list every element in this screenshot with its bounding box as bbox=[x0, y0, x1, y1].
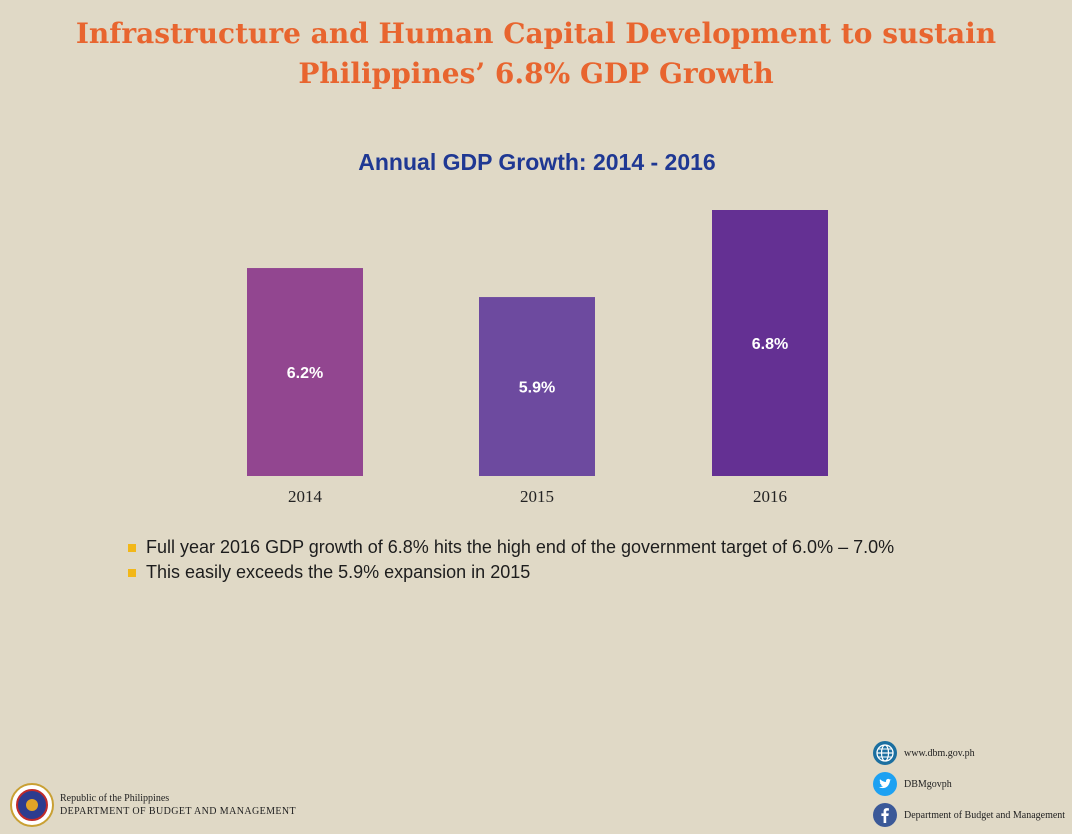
bar-2015 bbox=[479, 297, 595, 476]
data-label-2016: 6.8% bbox=[752, 336, 788, 353]
facebook-label: Department of Budget and Management bbox=[904, 809, 1066, 821]
x-tick-label-2016: 2016 bbox=[753, 487, 787, 506]
bullet-square-icon bbox=[128, 543, 136, 552]
twitter-icon bbox=[873, 772, 897, 796]
facebook-link[interactable]: Department of Budget and Management bbox=[872, 802, 1065, 828]
org-footer: Republic of the Philippines DEPARTMENT O… bbox=[10, 783, 296, 827]
twitter-label: DBMgovph bbox=[904, 778, 952, 790]
key-points: Full year 2016 GDP growth of 6.8% hits t… bbox=[128, 535, 894, 585]
bullet-text: Full year 2016 GDP growth of 6.8% hits t… bbox=[146, 537, 895, 557]
bar-2016 bbox=[712, 210, 828, 476]
gdp-growth-bar-chart: Annual GDP Growth: 2014 - 2016 6.2% 2014 5… bbox=[247, 149, 828, 506]
bullet-text: This easily exceeds the 5.9% expansion i… bbox=[146, 562, 531, 582]
chart-title: Annual GDP Growth: 2014 - 2016 bbox=[358, 149, 715, 175]
data-label-2015: 5.9% bbox=[519, 380, 555, 397]
x-tick-label-2015: 2015 bbox=[520, 487, 554, 506]
headline: Infrastructure and Human Capital Develop… bbox=[0, 14, 1072, 94]
bar-2014 bbox=[247, 268, 363, 476]
data-label-2014: 6.2% bbox=[287, 365, 323, 382]
social-links: www.dbm.gov.ph DBMgovph Department of Bu… bbox=[872, 740, 1065, 833]
headline-line-1: Infrastructure and Human Capital Develop… bbox=[75, 17, 997, 50]
org-name: Republic of the Philippines DEPARTMENT O… bbox=[60, 792, 296, 818]
website-link[interactable]: www.dbm.gov.ph bbox=[872, 740, 1065, 766]
headline-line-2: Philippines’ 6.8% GDP Growth bbox=[298, 57, 774, 90]
bullet-item: Full year 2016 GDP growth of 6.8% hits t… bbox=[128, 535, 894, 560]
website-label: www.dbm.gov.ph bbox=[904, 747, 975, 759]
bullet-square-icon bbox=[128, 568, 136, 577]
x-tick-label-2014: 2014 bbox=[288, 487, 323, 506]
dbm-seal-icon bbox=[10, 783, 54, 827]
bullet-item: This easily exceeds the 5.9% expansion i… bbox=[128, 560, 894, 585]
twitter-link[interactable]: DBMgovph bbox=[872, 771, 1065, 797]
org-line-1: Republic of the Philippines bbox=[60, 793, 170, 804]
globe-icon bbox=[873, 741, 897, 765]
bars-group: 6.2% 2014 5.9% 2015 6.8% 2016 bbox=[247, 210, 828, 506]
facebook-icon bbox=[873, 803, 897, 827]
org-line-2: DEPARTMENT OF BUDGET AND MANAGEMENT bbox=[60, 806, 297, 817]
